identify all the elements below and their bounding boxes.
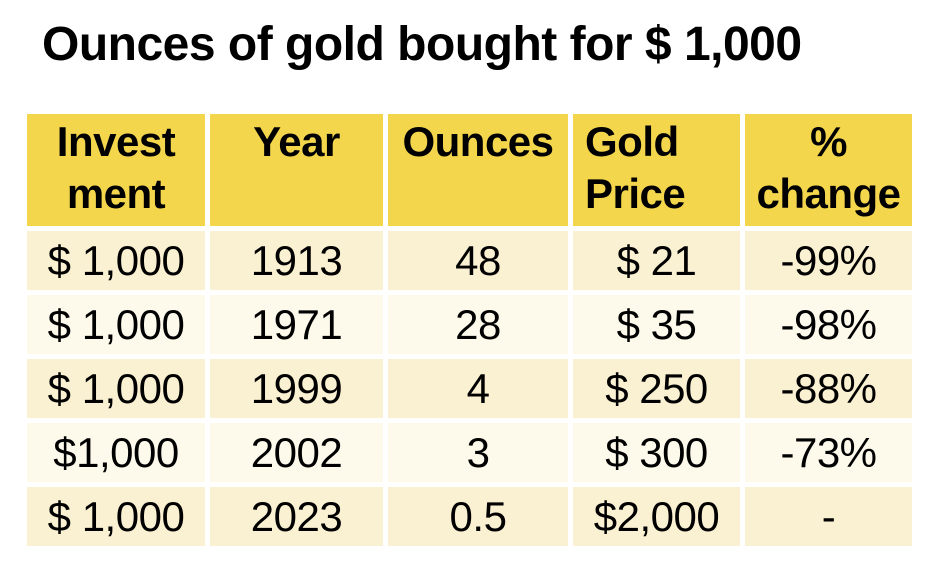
column-header-ounces: Ounces	[388, 114, 568, 226]
table-cell-year: 2002	[210, 423, 383, 482]
column-header-gold-price: Gold Price	[573, 114, 740, 226]
table-row: $ 1,000 1999 4 $ 250 -88%	[27, 359, 912, 418]
table-cell-gold-price: $2,000	[573, 487, 740, 546]
page-title: Ounces of gold bought for $ 1,000	[42, 18, 802, 71]
gold-price-table: Invest ment Year Ounces Gold Price % cha…	[22, 109, 917, 551]
table-cell-pct-change: -98%	[745, 295, 912, 354]
table-cell-gold-price: $ 300	[573, 423, 740, 482]
table-cell-ounces: 0.5	[388, 487, 568, 546]
table-row: $ 1,000 1913 48 $ 21 -99%	[27, 231, 912, 290]
table-cell-pct-change: -73%	[745, 423, 912, 482]
table-cell-investment: $ 1,000	[27, 231, 205, 290]
table-cell-investment: $ 1,000	[27, 487, 205, 546]
table-cell-gold-price: $ 250	[573, 359, 740, 418]
column-header-investment: Invest ment	[27, 114, 205, 226]
table-cell-gold-price: $ 21	[573, 231, 740, 290]
table-row: $ 1,000 1971 28 $ 35 -98%	[27, 295, 912, 354]
table-cell-ounces: 4	[388, 359, 568, 418]
table-cell-gold-price: $ 35	[573, 295, 740, 354]
column-header-percent-change: % change	[745, 114, 912, 226]
table-cell-ounces: 3	[388, 423, 568, 482]
table-cell-pct-change: -99%	[745, 231, 912, 290]
table-cell-year: 2023	[210, 487, 383, 546]
table-row: $1,000 2002 3 $ 300 -73%	[27, 423, 912, 482]
column-header-year: Year	[210, 114, 383, 226]
table-row: $ 1,000 2023 0.5 $2,000 -	[27, 487, 912, 546]
table-cell-pct-change: -	[745, 487, 912, 546]
table-cell-pct-change: -88%	[745, 359, 912, 418]
table-cell-year: 1913	[210, 231, 383, 290]
table-cell-ounces: 28	[388, 295, 568, 354]
table-cell-ounces: 48	[388, 231, 568, 290]
table-cell-investment: $ 1,000	[27, 359, 205, 418]
header-row: Invest ment Year Ounces Gold Price % cha…	[27, 114, 912, 226]
table-cell-year: 1999	[210, 359, 383, 418]
table-cell-year: 1971	[210, 295, 383, 354]
table-cell-investment: $ 1,000	[27, 295, 205, 354]
table-cell-investment: $1,000	[27, 423, 205, 482]
